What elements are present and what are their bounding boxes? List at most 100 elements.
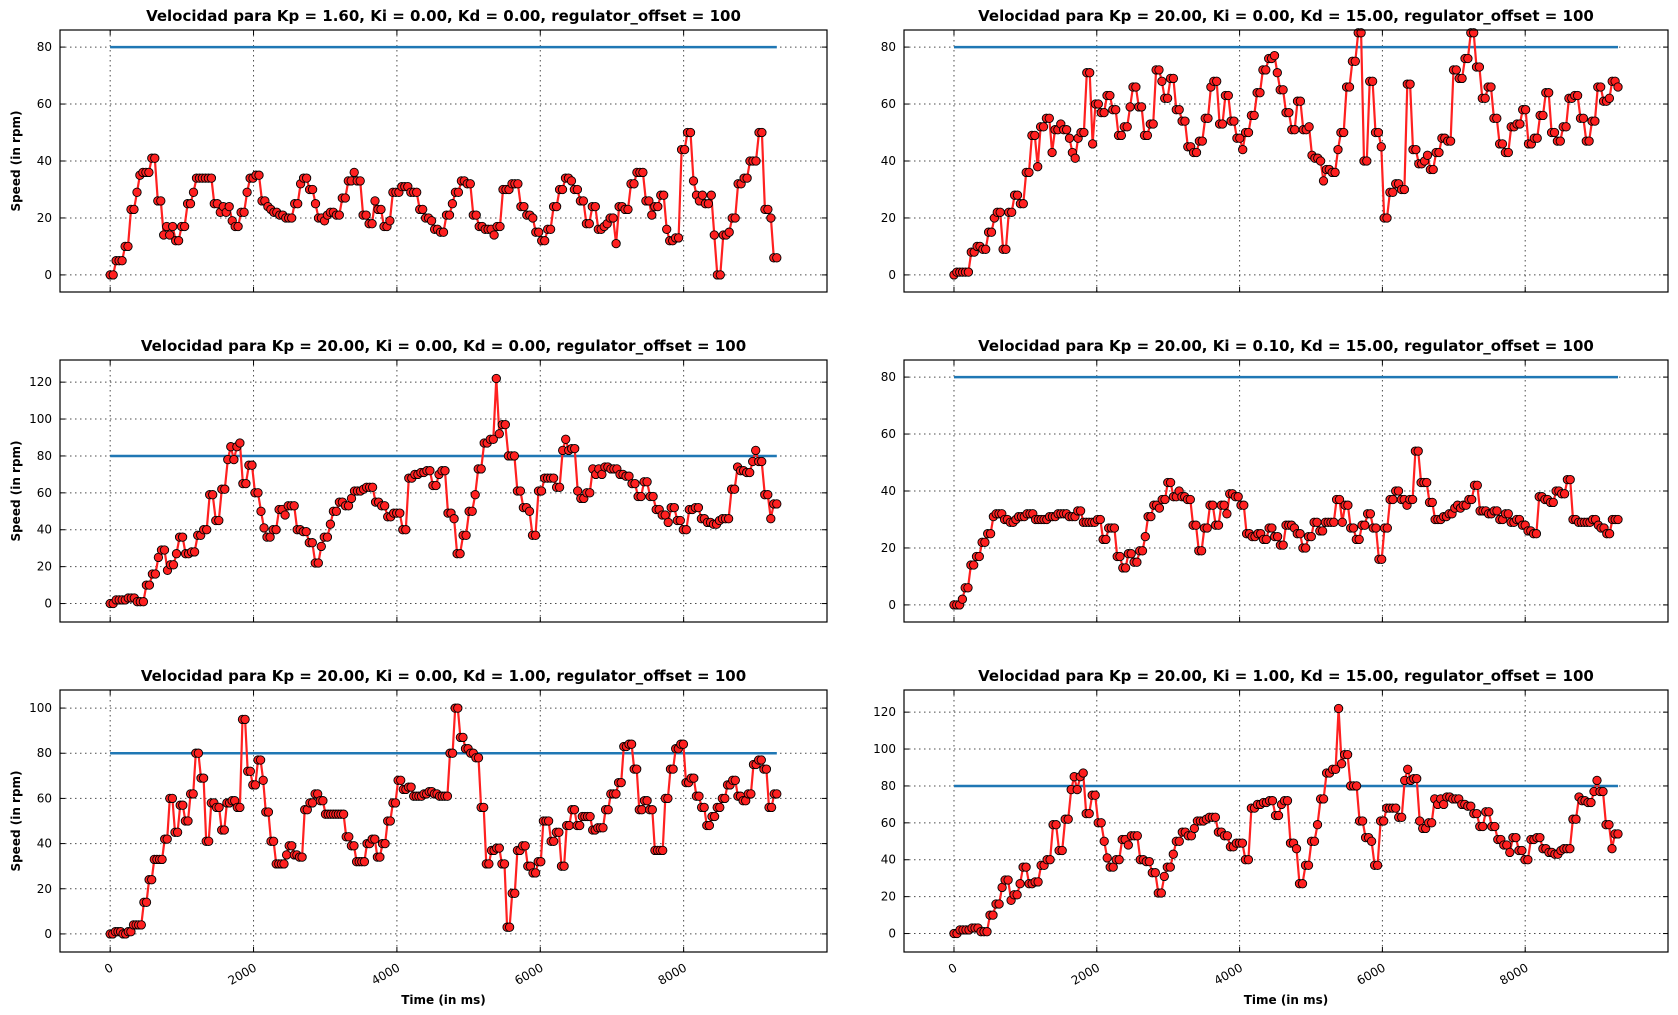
data-point <box>307 798 318 808</box>
data-point <box>1613 829 1623 839</box>
data-point <box>1379 816 1389 826</box>
data-point <box>1344 82 1355 92</box>
data-point <box>241 478 251 489</box>
data-point <box>1084 808 1094 819</box>
data-point <box>1235 133 1245 143</box>
data-point <box>1301 543 1311 553</box>
y-tick-label: 80 <box>881 370 896 384</box>
data-point <box>772 499 782 509</box>
data-point <box>367 219 377 229</box>
data-point <box>1397 812 1407 822</box>
data-point <box>1090 790 1100 800</box>
data-point <box>1457 73 1467 84</box>
y-tick-label: 40 <box>37 154 52 168</box>
data-point <box>626 739 637 749</box>
data-point <box>359 857 370 867</box>
data-point <box>271 525 281 535</box>
data-point <box>1146 511 1156 522</box>
data-point <box>715 802 725 813</box>
data-point <box>253 488 263 498</box>
data-point <box>1102 853 1112 863</box>
data-point <box>1045 855 1055 865</box>
axes-frame <box>59 29 828 293</box>
data-point <box>1469 28 1479 38</box>
data-point <box>1001 244 1011 254</box>
data-point <box>1148 119 1158 129</box>
data-point <box>349 841 359 851</box>
data-point <box>204 836 214 846</box>
data-point <box>1261 65 1271 75</box>
data-point <box>1212 76 1222 86</box>
data-point <box>1373 127 1384 138</box>
data-point <box>162 834 172 844</box>
data-point <box>637 805 647 815</box>
subplot-6: 0 20 40 60 80 100 120 0 2000 4000 6000 8000 Velocida… <box>873 667 1669 1007</box>
data-point <box>766 213 776 223</box>
data-point <box>449 514 459 524</box>
data-point <box>293 199 303 209</box>
data-point <box>566 176 577 186</box>
data-point <box>1503 509 1513 519</box>
x-tick-label: 6000 <box>512 960 545 987</box>
data-point <box>629 179 639 189</box>
y-tick-label: 100 <box>873 742 896 756</box>
data-point <box>313 558 323 568</box>
data-point <box>766 514 776 524</box>
data-point <box>189 547 200 557</box>
data-point <box>616 777 626 788</box>
data-point <box>1132 831 1142 841</box>
data-point <box>1033 877 1043 887</box>
data-point <box>1391 803 1401 813</box>
data-point <box>1213 520 1224 530</box>
subplot-1: 0 20 40 60 80 Velocidad para Kp = 1.60, Ki = … <box>9 7 828 293</box>
data-point <box>1548 497 1558 508</box>
y-tick-label: 20 <box>881 890 896 904</box>
data-point <box>380 838 390 849</box>
data-point <box>1342 749 1353 760</box>
data-point <box>963 267 974 277</box>
data-point <box>1422 477 1432 488</box>
data-point <box>500 419 510 430</box>
data-point <box>431 480 441 491</box>
data-point <box>530 530 541 540</box>
data-point <box>1114 855 1124 865</box>
data-point <box>1295 529 1305 539</box>
data-point <box>376 204 386 215</box>
data-point <box>1372 860 1383 870</box>
data-point <box>1064 133 1075 143</box>
data-point <box>585 488 595 498</box>
data-point <box>1578 113 1589 123</box>
data-point <box>1061 125 1072 135</box>
data-point <box>974 551 984 562</box>
data-point <box>316 541 326 552</box>
data-point <box>219 825 229 835</box>
data-point <box>1318 176 1329 186</box>
y-tick-label: 0 <box>44 597 52 611</box>
data-point <box>659 190 669 200</box>
y-tick-label: 0 <box>44 268 52 282</box>
data-point <box>642 796 652 806</box>
y-tick-label: 80 <box>881 779 896 793</box>
data-point <box>1334 494 1345 505</box>
data-point <box>1222 831 1233 841</box>
data-point <box>679 144 690 155</box>
data-point <box>1157 76 1167 86</box>
data-point <box>1295 96 1306 106</box>
y-tick-label: 0 <box>888 598 896 612</box>
data-point <box>1354 534 1364 545</box>
data-point <box>1249 110 1259 121</box>
data-point <box>1376 142 1386 152</box>
data-point <box>642 477 652 487</box>
data-point <box>258 775 268 785</box>
data-point <box>297 852 307 862</box>
data-point <box>757 127 767 138</box>
data-point <box>129 204 139 215</box>
data-point <box>669 502 679 513</box>
data-point <box>1393 486 1404 496</box>
data-point <box>331 506 342 516</box>
data-point <box>1365 509 1376 519</box>
data-point <box>1592 775 1602 786</box>
data-point <box>1142 130 1153 141</box>
data-point <box>193 748 204 758</box>
data-point <box>1047 147 1057 158</box>
